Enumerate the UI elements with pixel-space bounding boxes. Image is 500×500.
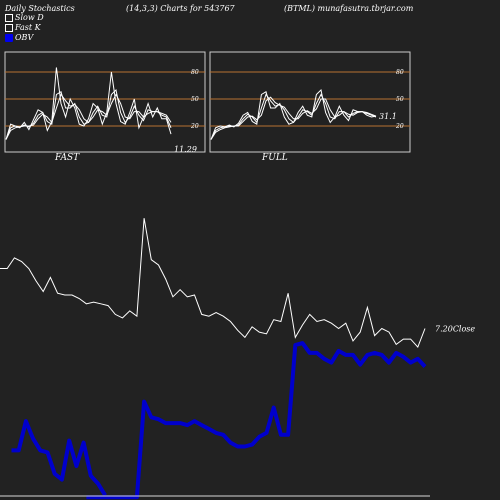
full-last-value-label: 31.1 <box>379 112 397 121</box>
fast-last-value-label: 11.29 <box>174 145 197 154</box>
full-series-1 <box>210 93 377 140</box>
fast-tick-label-20: 20 <box>190 123 199 130</box>
full-panel-label: FULL <box>262 153 288 163</box>
full-tick-label-50: 50 <box>396 96 404 103</box>
full-tick-label-80: 80 <box>396 69 404 76</box>
legend-item-fast-k: Fast K <box>5 23 44 33</box>
fast-series-0 <box>5 67 172 140</box>
legend-swatch-obv <box>5 34 13 42</box>
fast-series-2 <box>5 93 172 140</box>
legend-item-obv: OBV <box>5 33 44 43</box>
legend-swatch-slow-d <box>5 14 13 22</box>
close-price-line <box>0 218 426 349</box>
header-title: Daily Stochastics <box>5 4 75 13</box>
obv-line <box>86 341 427 500</box>
fast-panel-label: FAST <box>55 153 80 163</box>
fast-tick-label-50: 50 <box>191 96 199 103</box>
legend-label-obv: OBV <box>15 33 34 42</box>
fast-panel-frame <box>4 51 206 153</box>
obv-early-line <box>11 419 107 497</box>
legend-swatch-fast-k <box>5 24 13 32</box>
close-last-label: 7.20Close <box>435 325 475 334</box>
full-tick-label-20: 20 <box>395 123 404 130</box>
full-panel-frame <box>209 51 411 153</box>
header-subtitle: (14,3,3) Charts for 543767 <box>126 4 235 13</box>
legend-item-slow-d: Slow D <box>5 13 44 23</box>
full-series-2 <box>210 96 377 140</box>
fast-tick-label-80: 80 <box>191 69 199 76</box>
legend: Slow D Fast K OBV <box>5 13 44 43</box>
legend-label-slow-d: Slow D <box>15 13 44 22</box>
header-source: (BTML) munafasutra.tbrjar.com <box>284 4 414 13</box>
legend-label-fast-k: Fast K <box>15 23 41 32</box>
